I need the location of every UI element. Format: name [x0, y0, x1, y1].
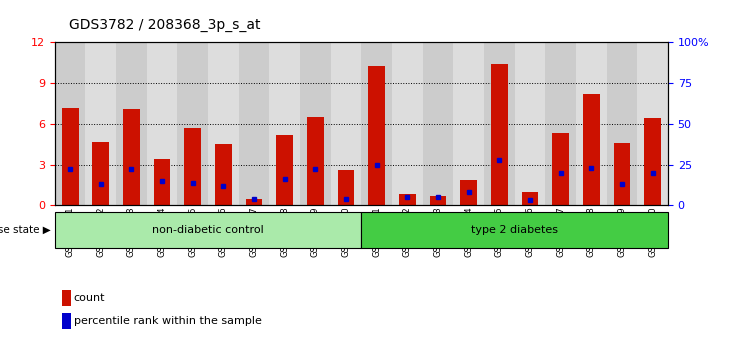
Bar [392, 42, 423, 205]
Text: GDS3782 / 208368_3p_s_at: GDS3782 / 208368_3p_s_at [69, 18, 261, 32]
Bar [177, 42, 208, 205]
Bar [552, 133, 569, 205]
Bar [269, 42, 300, 205]
Bar [331, 42, 361, 205]
Bar [116, 42, 147, 205]
Bar [92, 142, 110, 205]
Bar [85, 42, 116, 205]
Bar [515, 42, 545, 205]
Text: disease state ▶: disease state ▶ [0, 225, 51, 235]
Bar [123, 109, 140, 205]
Bar [147, 42, 177, 205]
Text: percentile rank within the sample: percentile rank within the sample [74, 316, 261, 326]
Bar [453, 42, 484, 205]
Bar [521, 192, 539, 205]
Bar [429, 196, 447, 205]
Bar [55, 212, 361, 248]
Bar [545, 42, 576, 205]
Bar [491, 64, 508, 205]
Bar [184, 128, 201, 205]
Bar [337, 170, 355, 205]
Bar [399, 194, 416, 205]
Bar [460, 179, 477, 205]
Text: count: count [74, 293, 105, 303]
Bar [61, 108, 79, 205]
Bar [276, 135, 293, 205]
Bar [239, 42, 269, 205]
Bar [576, 42, 607, 205]
Bar [368, 65, 385, 205]
Text: non-diabetic control: non-diabetic control [152, 225, 264, 235]
Bar [153, 159, 171, 205]
Bar [423, 42, 453, 205]
Bar [307, 117, 324, 205]
Bar [484, 42, 515, 205]
Bar [361, 212, 668, 248]
Bar [215, 144, 232, 205]
Bar [208, 42, 239, 205]
Text: type 2 diabetes: type 2 diabetes [471, 225, 558, 235]
Bar [583, 94, 600, 205]
Bar [245, 199, 263, 205]
Bar [644, 119, 661, 205]
Bar [613, 143, 631, 205]
Bar [607, 42, 637, 205]
Bar [361, 42, 392, 205]
Bar [637, 42, 668, 205]
Bar [300, 42, 331, 205]
Bar [55, 42, 85, 205]
